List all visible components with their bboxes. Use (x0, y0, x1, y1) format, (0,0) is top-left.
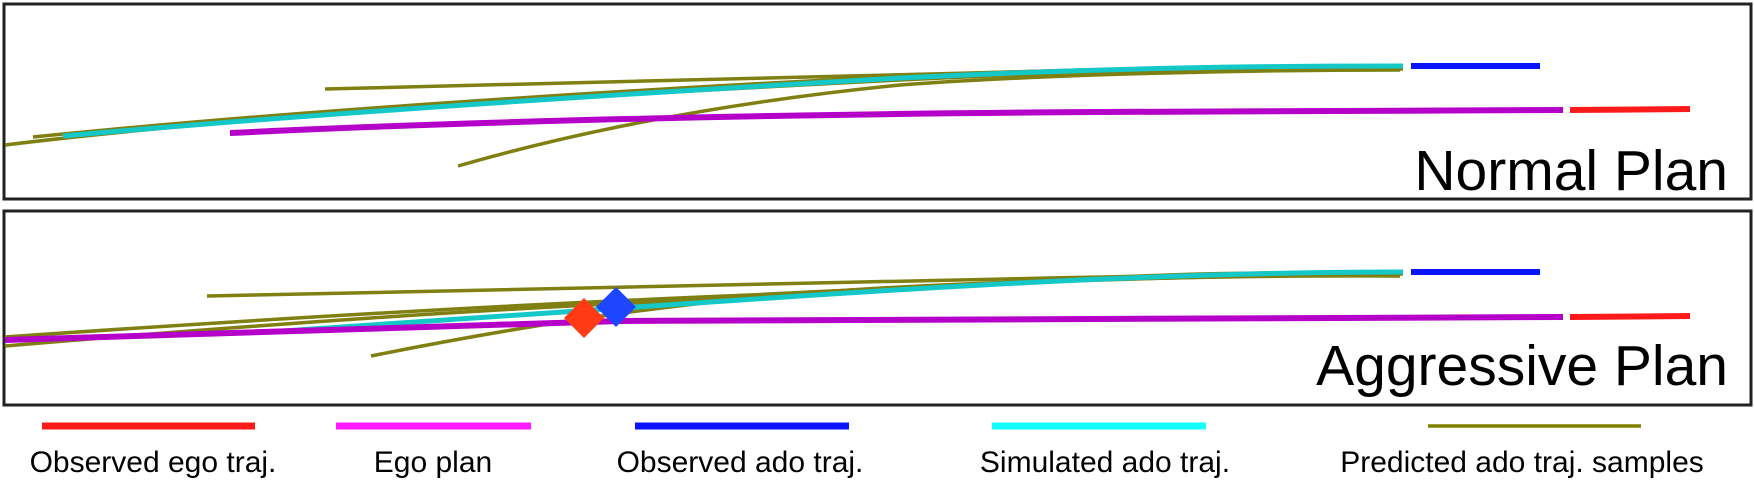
legend-label-predicted-samples: Predicted ado traj. samples (1340, 446, 1704, 479)
legend-label-observed-ado: Observed ado traj. (617, 446, 864, 479)
observed-ego-line (1569, 106, 1691, 113)
panel-title-aggressive: Aggressive Plan (1316, 334, 1728, 398)
panel-normal-plan: Normal Plan (2, 2, 1753, 203)
legend-item-ego-plan: Ego plan (336, 422, 531, 479)
ego-position-marker (564, 298, 604, 338)
legend: Observed ego traj. Ego plan Observed ado… (30, 422, 1704, 479)
simulated-ado-line (62, 63, 1404, 139)
legend-item-simulated-ado: Simulated ado traj. (980, 422, 1230, 479)
legend-item-predicted-samples: Predicted ado traj. samples (1340, 424, 1704, 479)
observed-ego-line (1569, 313, 1691, 320)
ego-plan-line (4, 314, 1564, 343)
ego-plan-line (229, 107, 1564, 136)
panel-title-normal: Normal Plan (1414, 139, 1728, 203)
simulated-ado-line (282, 269, 1404, 334)
legend-item-observed-ego: Observed ego traj. (30, 422, 277, 479)
panel-normal-frame (2, 2, 1753, 201)
legend-item-observed-ado: Observed ado traj. (617, 422, 864, 479)
panel-aggressive-frame (2, 209, 1753, 407)
panel-aggressive-plan: Aggressive Plan (2, 209, 1753, 407)
legend-label-observed-ego: Observed ego traj. (30, 446, 277, 479)
legend-label-simulated-ado: Simulated ado traj. (980, 446, 1230, 479)
ado-position-marker (596, 287, 636, 327)
predicted-sample-line (457, 68, 1401, 168)
legend-label-ego-plan: Ego plan (374, 446, 492, 479)
